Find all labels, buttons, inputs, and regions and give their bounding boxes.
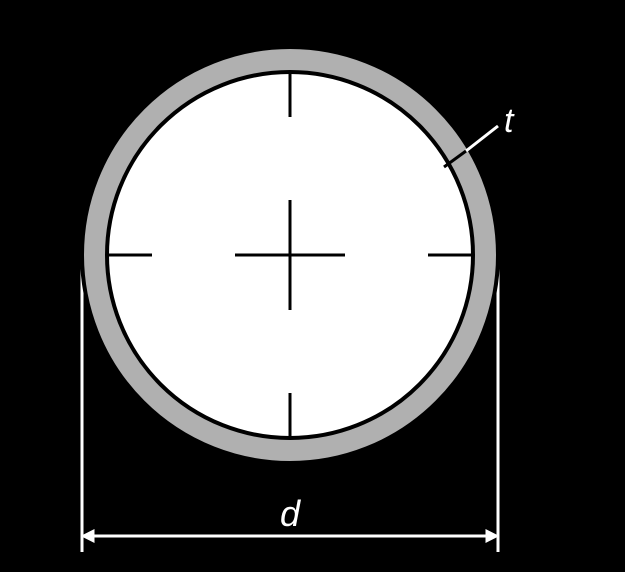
pipe-cross-section-diagram: td bbox=[0, 0, 625, 572]
thickness-label: t bbox=[504, 102, 515, 140]
diameter-label: d bbox=[280, 493, 301, 534]
